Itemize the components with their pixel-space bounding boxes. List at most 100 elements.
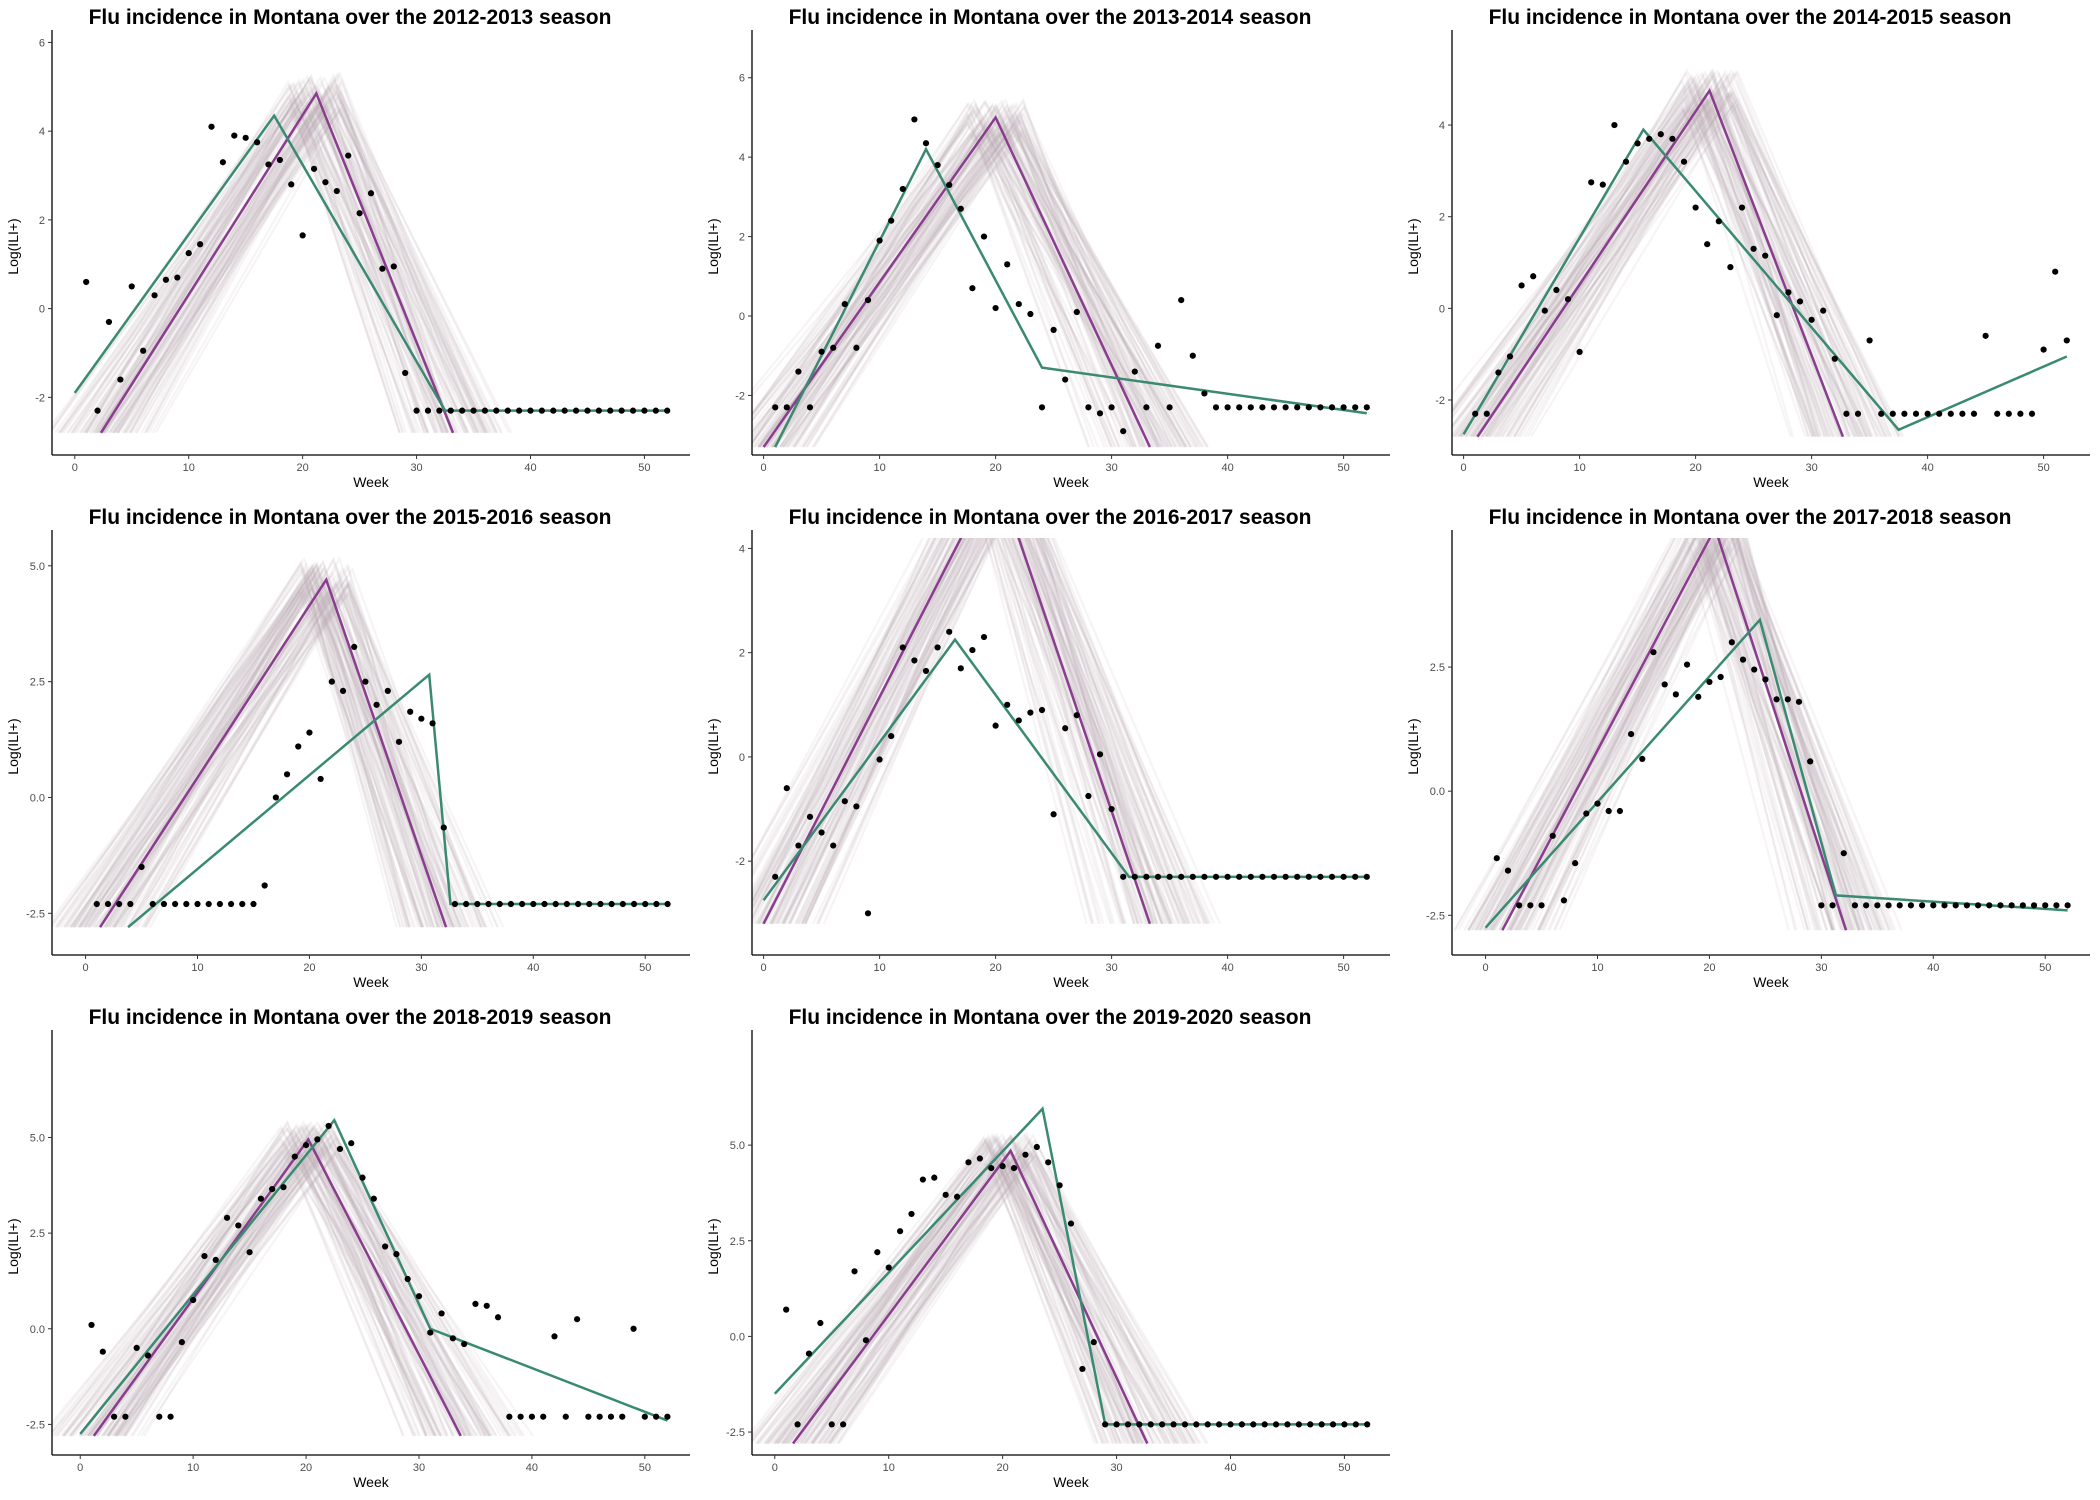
- ensemble-line: [125, 95, 478, 434]
- data-point: [1885, 902, 1892, 909]
- ensemble-line: [816, 538, 1180, 925]
- data-point: [1079, 1365, 1086, 1373]
- data-point: [506, 1413, 513, 1420]
- data-point: [415, 1293, 423, 1300]
- data-point: [772, 404, 779, 411]
- data-point: [1704, 241, 1711, 248]
- data-point: [1560, 897, 1568, 904]
- x-tick-label: 50: [1338, 1462, 1350, 1474]
- ensemble-line: [127, 582, 495, 928]
- y-tick-label: 0.0: [30, 792, 45, 804]
- ensemble-line: [1505, 538, 1833, 931]
- ensemble-line: [1457, 82, 1863, 438]
- data-point: [2063, 337, 2070, 344]
- data-point: [2017, 410, 2024, 417]
- data-point: [1062, 725, 1069, 732]
- x-axis-title: Week: [1753, 474, 1790, 490]
- data-point: [299, 232, 306, 239]
- data-point: [653, 900, 660, 908]
- ensemble-line: [129, 83, 455, 434]
- ensemble-line: [107, 1141, 524, 1437]
- ensemble-line: [1483, 547, 1852, 931]
- data-point: [1004, 701, 1011, 708]
- ensemble-line: [1486, 542, 1810, 931]
- ensemble-line: [110, 1151, 491, 1437]
- data-point: [390, 263, 397, 270]
- ensemble-line: [1512, 89, 1879, 438]
- data-point: [1120, 428, 1127, 435]
- data-point: [1352, 873, 1359, 880]
- ensemble-line: [1509, 538, 1849, 931]
- data-point: [172, 900, 179, 908]
- ensemble-line: [799, 1136, 1132, 1445]
- ensemble-line: [63, 562, 423, 928]
- ensemble-line: [829, 1139, 1190, 1445]
- data-point: [596, 1413, 603, 1420]
- data-point: [494, 1314, 502, 1321]
- ensemble-line: [1536, 538, 1883, 931]
- data-point: [1270, 873, 1278, 880]
- ensemble-line: [1452, 108, 1857, 438]
- data-point: [528, 1413, 536, 1420]
- data-point: [540, 1413, 547, 1420]
- data-point: [1294, 873, 1301, 880]
- chart-panel-3: Flu incidence in Montana over the 2014-2…: [1400, 0, 2100, 500]
- ensemble-line: [752, 538, 1190, 925]
- data-point: [1124, 1421, 1132, 1428]
- ensemble-line: [823, 1153, 1161, 1445]
- data-point: [888, 732, 895, 740]
- data-point: [138, 863, 145, 871]
- x-tick-label: 20: [300, 1462, 312, 1474]
- ensemble-line: [831, 1135, 1177, 1445]
- chart-title: Flu incidence in Montana over the 2019-2…: [789, 1006, 1312, 1029]
- ensemble-line: [1452, 100, 1835, 438]
- ensemble-line: [804, 538, 1197, 925]
- data-point: [1317, 873, 1324, 880]
- ensemble-line: [1476, 98, 1883, 438]
- plot-area: [1453, 538, 2071, 931]
- ensemble-line: [1516, 91, 1897, 438]
- data-point: [1340, 404, 1347, 411]
- fit-line: [1484, 617, 2068, 929]
- data-point: [1541, 307, 1548, 314]
- y-axis-title: Log(ILI+): [5, 718, 21, 774]
- data-point: [899, 185, 906, 193]
- x-tick-label: 10: [191, 962, 203, 974]
- ensemble-line: [1492, 539, 1860, 931]
- x-tick-label: 10: [187, 1462, 199, 1474]
- ensemble-line: [108, 106, 488, 434]
- ensemble-line: [779, 104, 1181, 448]
- ensemble-lines: [752, 1131, 1209, 1445]
- observed-points: [1472, 121, 2070, 417]
- ensemble-line: [1513, 108, 1826, 438]
- data-point: [608, 900, 615, 908]
- data-point: [1982, 332, 1989, 339]
- ensemble-line: [1464, 70, 1817, 438]
- ensemble-line: [818, 1133, 1177, 1445]
- chart-title: Flu incidence in Montana over the 2016-2…: [789, 506, 1312, 529]
- data-point: [1784, 696, 1791, 703]
- ensemble-line: [792, 131, 1144, 448]
- y-tick-label: 5.0: [30, 561, 45, 573]
- y-tick-label: 6: [39, 37, 45, 49]
- chart-title: Flu incidence in Montana over the 2017-2…: [1489, 506, 2012, 529]
- ensemble-line: [68, 592, 433, 928]
- data-point: [1270, 404, 1278, 411]
- x-tick-label: 20: [297, 462, 309, 474]
- data-point: [2030, 902, 2038, 909]
- ensemble-line: [793, 97, 1199, 448]
- data-point: [94, 407, 101, 414]
- ensemble-line: [766, 102, 1095, 448]
- ensemble-line: [96, 1127, 455, 1437]
- ensemble-line: [102, 84, 497, 434]
- data-point: [1166, 404, 1173, 411]
- ensemble-line: [1467, 538, 1836, 931]
- ensemble-line: [756, 120, 1177, 448]
- data-point: [818, 348, 825, 355]
- ensemble-line: [752, 538, 1153, 925]
- data-point: [1259, 404, 1266, 411]
- data-point: [253, 139, 261, 146]
- ensemble-line: [801, 538, 1171, 925]
- fit-line: [79, 1117, 668, 1435]
- data-point: [1680, 158, 1688, 165]
